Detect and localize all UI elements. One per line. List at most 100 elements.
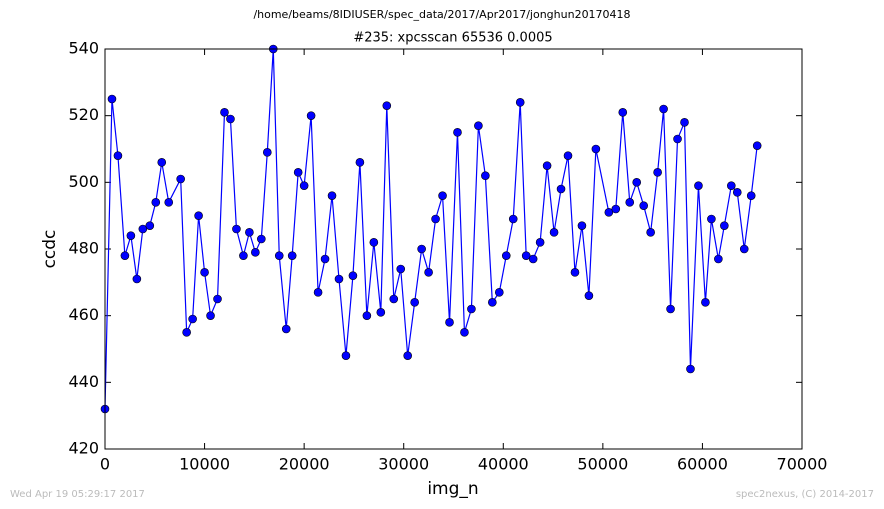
y-tick-label: 460 xyxy=(68,305,99,324)
data-point xyxy=(232,224,241,234)
data-point xyxy=(701,298,710,307)
data-point xyxy=(618,108,628,117)
data-point xyxy=(194,211,203,220)
data-point xyxy=(306,111,316,120)
y-tick-label: 480 xyxy=(68,239,99,258)
data-point xyxy=(369,238,379,247)
x-tick-label: 40000 xyxy=(478,455,529,474)
data-point xyxy=(438,191,447,200)
data-point xyxy=(453,128,462,137)
data-point xyxy=(542,161,552,170)
data-point xyxy=(341,351,351,360)
data-point xyxy=(389,294,399,304)
y-tick-label: 520 xyxy=(68,105,99,124)
x-axis-label: img_n xyxy=(427,479,478,499)
data-point xyxy=(348,271,358,280)
data-point xyxy=(320,254,330,264)
data-point xyxy=(746,191,756,200)
x-tick-label: 0 xyxy=(100,455,110,474)
data-point xyxy=(176,174,185,184)
data-point xyxy=(481,171,490,180)
data-point xyxy=(132,274,142,284)
data-point xyxy=(445,318,454,327)
data-point xyxy=(403,351,412,360)
data-point xyxy=(646,228,655,237)
data-point xyxy=(495,288,504,297)
data-point xyxy=(611,204,621,214)
data-point xyxy=(410,298,419,307)
data-point xyxy=(714,254,723,264)
data-point xyxy=(120,251,130,260)
data-point xyxy=(220,108,229,117)
data-point xyxy=(508,214,518,224)
data-point xyxy=(126,231,136,240)
data-point xyxy=(138,224,148,234)
data-point xyxy=(680,118,689,127)
data-point xyxy=(666,304,675,314)
x-tick-label: 10000 xyxy=(179,455,230,474)
data-point xyxy=(501,251,511,260)
data-point xyxy=(396,264,406,274)
data-point xyxy=(467,304,476,314)
data-point xyxy=(257,234,266,244)
data-point xyxy=(113,151,123,160)
y-tick-label: 420 xyxy=(68,439,99,458)
data-point xyxy=(694,181,703,190)
data-point xyxy=(659,104,668,114)
data-point xyxy=(145,221,155,230)
data-point xyxy=(355,158,365,167)
data-point xyxy=(313,288,323,297)
chart-title: /home/beams/8IDIUSER/spec_data/2017/Apr2… xyxy=(253,8,630,21)
data-point xyxy=(431,214,440,224)
data-point xyxy=(334,274,344,284)
data-point xyxy=(157,158,167,167)
data-point xyxy=(206,311,215,320)
data-point xyxy=(362,311,372,320)
data-point xyxy=(182,328,191,337)
data-point xyxy=(382,101,392,110)
data-point xyxy=(521,251,531,260)
y-tick-label: 440 xyxy=(68,372,99,391)
data-point xyxy=(535,238,545,247)
x-tick-label: 50000 xyxy=(577,455,628,474)
data-point xyxy=(625,198,635,207)
data-point xyxy=(245,228,254,237)
chart-subtitle: #235: xpcsscan 65536 0.0005 xyxy=(353,31,552,46)
data-point xyxy=(528,254,538,264)
data-point xyxy=(263,148,272,157)
data-point xyxy=(299,181,309,190)
data-point xyxy=(673,134,682,144)
y-tick-label: 540 xyxy=(68,39,99,58)
data-point xyxy=(226,114,235,124)
data-point xyxy=(632,178,642,187)
data-point xyxy=(563,151,573,160)
data-point xyxy=(327,191,337,200)
data-point xyxy=(570,268,580,277)
data-point xyxy=(460,328,469,337)
data-point xyxy=(707,214,716,224)
data-point xyxy=(164,198,174,207)
data-point xyxy=(739,244,749,254)
data-point xyxy=(488,298,497,307)
data-point xyxy=(200,268,209,277)
data-point xyxy=(107,94,117,104)
data-point xyxy=(727,181,736,190)
data-point xyxy=(474,121,483,130)
data-point xyxy=(732,188,742,197)
footer-right: spec2nexus, (C) 2014-2017 xyxy=(736,489,874,500)
data-point xyxy=(653,168,662,177)
data-point xyxy=(293,168,303,177)
data-point xyxy=(417,244,426,254)
x-tick-label: 30000 xyxy=(378,455,429,474)
data-point xyxy=(424,268,433,277)
data-point xyxy=(274,251,284,260)
plot-frame xyxy=(104,48,803,450)
x-tick-label: 70000 xyxy=(777,455,828,474)
data-point xyxy=(151,198,161,207)
y-axis-label: ccdc xyxy=(40,230,60,269)
data-point xyxy=(549,228,559,237)
data-point xyxy=(251,248,260,257)
x-tick-label: 60000 xyxy=(677,455,728,474)
footer-left: Wed Apr 19 05:29:17 2017 xyxy=(10,489,145,500)
data-point xyxy=(591,144,601,154)
